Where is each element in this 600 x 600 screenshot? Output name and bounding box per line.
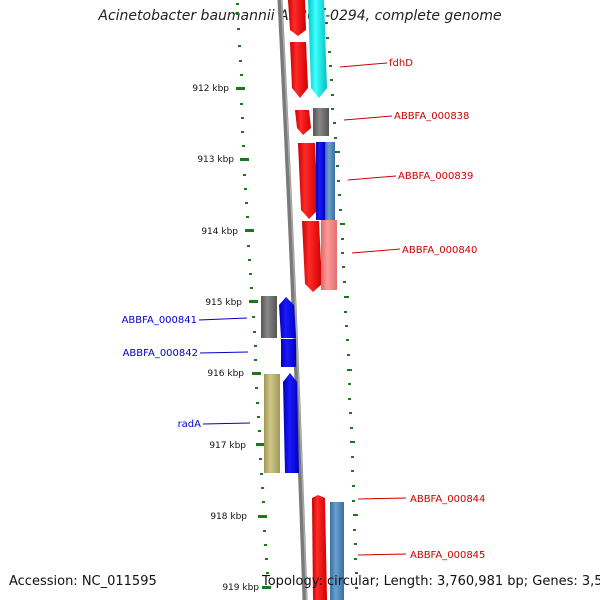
- gene-red-839-region: [298, 143, 318, 219]
- gene-abbfa-000838-red: [295, 110, 311, 135]
- right-tick-track: [323, 8, 358, 589]
- tick-label-918: 918 kbp: [210, 512, 247, 522]
- genome-backbone: [277, 0, 308, 600]
- label-abbfa-000842: ABBFA_000842: [123, 348, 198, 359]
- label-abbfa-000844: ABBFA_000844: [410, 494, 485, 505]
- label-abbfa-000845: ABBFA_000845: [410, 550, 485, 561]
- gene-abbfa-000841-grey: [261, 296, 277, 338]
- reverse-label-lines: [198, 317, 251, 425]
- topology-text: Topology: circular; Length: 3,760,981 bp…: [262, 574, 600, 589]
- gene-abbfa-000839-blue: [316, 142, 325, 220]
- forward-genes: [288, 0, 344, 600]
- tick-label-916: 916 kbp: [207, 369, 244, 379]
- gene-fdhd-cyan: [308, 0, 327, 98]
- gene-abbfa-000838: [313, 108, 329, 136]
- gene-abbfa-000845: [330, 502, 344, 600]
- tick-label-913: 913 kbp: [197, 155, 234, 165]
- label-fdhd: fdhD: [389, 58, 413, 69]
- label-abbfa-000840: ABBFA_000840: [402, 245, 477, 256]
- gene-abbfa-000840: [321, 220, 337, 290]
- tick-marks: [236, 87, 271, 589]
- gene-abbfa-000842: [281, 339, 296, 367]
- gene-olive: [264, 374, 280, 473]
- label-rada: radA: [178, 419, 202, 430]
- forward-label-lines: [339, 62, 407, 556]
- label-abbfa-000839: ABBFA_000839: [398, 171, 473, 182]
- tick-label-914: 914 kbp: [201, 227, 238, 237]
- gene-rada: [283, 373, 299, 473]
- gene-top-red: [288, 0, 306, 36]
- left-tick-track: [236, 3, 269, 574]
- label-abbfa-000838: ABBFA_000838: [394, 111, 469, 122]
- accession-text: Accession: NC_011595: [9, 574, 157, 589]
- gene-abbfa-000839: [325, 142, 335, 220]
- gene-abbfa-000844: [312, 495, 327, 600]
- tick-label-917: 917 kbp: [209, 441, 246, 451]
- tick-label-915: 915 kbp: [205, 298, 242, 308]
- gene-red-840-region: [302, 221, 322, 292]
- gene-abbfa-000841: [279, 297, 296, 338]
- tick-label-919: 919 kbp: [222, 583, 259, 593]
- label-abbfa-000841: ABBFA_000841: [122, 315, 197, 326]
- reverse-genes: [261, 296, 299, 473]
- tick-label-912: 912 kbp: [192, 84, 229, 94]
- gene-red-fdhd-region: [290, 42, 308, 98]
